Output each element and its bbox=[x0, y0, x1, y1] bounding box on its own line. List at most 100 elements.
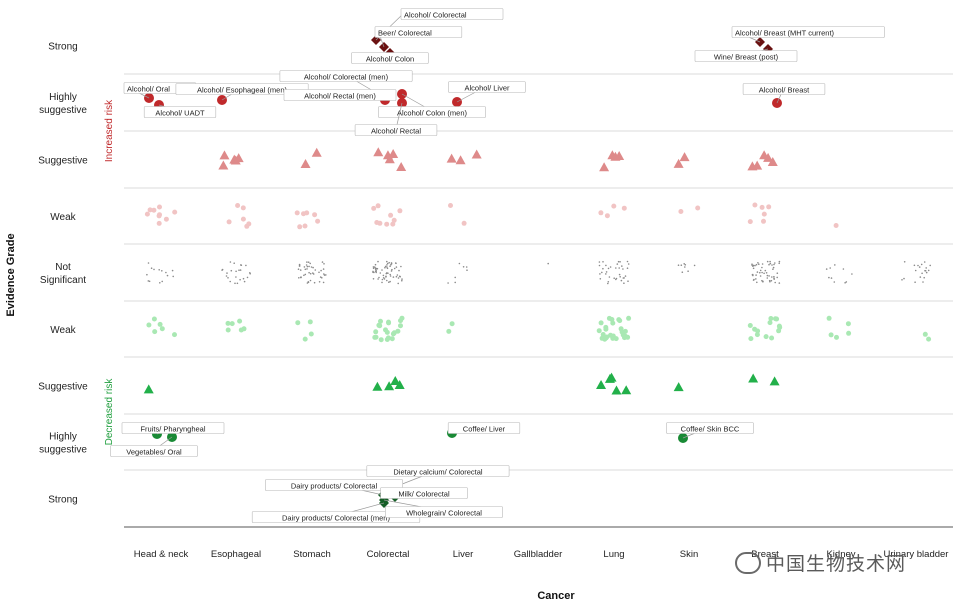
point-marker bbox=[301, 211, 306, 217]
point-marker bbox=[769, 262, 772, 265]
point-marker bbox=[611, 385, 622, 395]
point-marker bbox=[382, 277, 385, 279]
point-marker bbox=[295, 320, 301, 326]
point-marker bbox=[249, 272, 251, 274]
point-marker bbox=[401, 278, 403, 280]
point-marker bbox=[778, 260, 781, 263]
point-marker bbox=[768, 263, 770, 266]
point-marker bbox=[302, 223, 308, 229]
callout-box bbox=[279, 70, 413, 82]
point-marker bbox=[389, 275, 392, 277]
point-marker bbox=[759, 204, 765, 210]
point-marker bbox=[627, 280, 629, 283]
point-marker bbox=[378, 318, 383, 324]
point-marker bbox=[771, 276, 773, 278]
point-marker bbox=[610, 335, 616, 341]
callout-box bbox=[354, 124, 438, 136]
point-marker bbox=[619, 276, 621, 278]
point-marker bbox=[615, 267, 617, 269]
point-marker bbox=[221, 269, 223, 271]
point-marker bbox=[752, 264, 755, 267]
point-marker bbox=[320, 269, 322, 272]
point-marker bbox=[219, 150, 230, 160]
cancer-tick-label: Lung bbox=[603, 549, 624, 560]
point-marker bbox=[384, 329, 390, 335]
point-marker bbox=[148, 280, 151, 283]
point-marker bbox=[384, 265, 387, 268]
point-marker bbox=[375, 203, 381, 209]
point-marker bbox=[377, 220, 383, 226]
point-marker bbox=[846, 330, 852, 336]
point-marker bbox=[922, 331, 928, 337]
point-marker bbox=[389, 336, 395, 342]
point-marker bbox=[308, 331, 314, 337]
point-marker bbox=[769, 376, 780, 386]
point-marker bbox=[381, 281, 383, 284]
callout-label: Wine/ Breast (post) bbox=[714, 53, 779, 62]
callout-label: Fruits/ Pharyngheal bbox=[140, 425, 205, 434]
point-marker bbox=[233, 262, 235, 265]
callout-box bbox=[380, 487, 468, 499]
point-marker bbox=[626, 260, 629, 263]
point-marker bbox=[397, 282, 400, 285]
point-marker bbox=[761, 218, 766, 224]
point-marker bbox=[390, 331, 396, 337]
point-marker bbox=[399, 315, 405, 321]
point-marker bbox=[627, 263, 630, 265]
point-marker bbox=[621, 205, 627, 211]
point-marker bbox=[465, 266, 468, 268]
point-marker bbox=[748, 336, 754, 342]
point-marker bbox=[172, 209, 178, 215]
point-marker bbox=[161, 280, 163, 283]
point-marker bbox=[305, 264, 308, 266]
grade-label-line: Significant bbox=[40, 275, 86, 286]
point-marker bbox=[919, 276, 922, 278]
point-marker bbox=[396, 162, 407, 172]
point-marker bbox=[673, 158, 684, 168]
point-marker bbox=[913, 264, 916, 267]
point-marker bbox=[598, 261, 601, 263]
point-marker bbox=[755, 278, 757, 280]
grade-label-line: Suggestive bbox=[38, 156, 88, 167]
point-marker bbox=[323, 273, 325, 275]
point-marker bbox=[621, 385, 632, 395]
point-marker bbox=[851, 273, 853, 275]
point-marker bbox=[171, 269, 174, 272]
point-marker bbox=[684, 266, 686, 268]
point-marker bbox=[234, 282, 236, 285]
cancer-tick-label: Colorectal bbox=[367, 549, 410, 560]
point-marker bbox=[395, 328, 401, 334]
point-marker bbox=[382, 274, 385, 277]
point-marker bbox=[768, 316, 774, 321]
point-marker bbox=[756, 271, 759, 273]
point-marker bbox=[389, 273, 392, 276]
point-marker bbox=[596, 328, 602, 334]
callout-label: Alcohol/ Colorectal bbox=[404, 11, 467, 20]
point-marker bbox=[828, 276, 830, 279]
point-marker bbox=[242, 277, 245, 280]
point-marker bbox=[318, 281, 321, 283]
point-marker bbox=[225, 327, 231, 333]
point-marker bbox=[605, 271, 608, 273]
point-marker bbox=[376, 322, 382, 328]
callout-label: Dairy products/ Colorectal bbox=[291, 482, 378, 491]
point-marker bbox=[603, 326, 609, 332]
point-marker bbox=[147, 280, 150, 282]
point-marker bbox=[845, 281, 848, 283]
callout-label: Alcohol/ Breast (MHT current) bbox=[735, 29, 835, 38]
point-marker bbox=[613, 277, 615, 280]
point-marker bbox=[303, 274, 305, 277]
point-marker bbox=[602, 261, 604, 263]
point-marker bbox=[681, 271, 684, 274]
point-marker bbox=[302, 336, 308, 342]
callout-label: Beer/ Colorectal bbox=[378, 29, 432, 38]
point-marker bbox=[773, 316, 778, 322]
callout-label: Milk/ Colorectal bbox=[398, 490, 450, 499]
point-marker bbox=[679, 152, 690, 162]
point-marker bbox=[151, 207, 157, 213]
grade-label-line: Strong bbox=[48, 495, 77, 506]
point-marker bbox=[609, 266, 612, 268]
point-marker bbox=[306, 265, 309, 268]
point-marker bbox=[773, 263, 775, 266]
point-marker bbox=[166, 274, 169, 277]
